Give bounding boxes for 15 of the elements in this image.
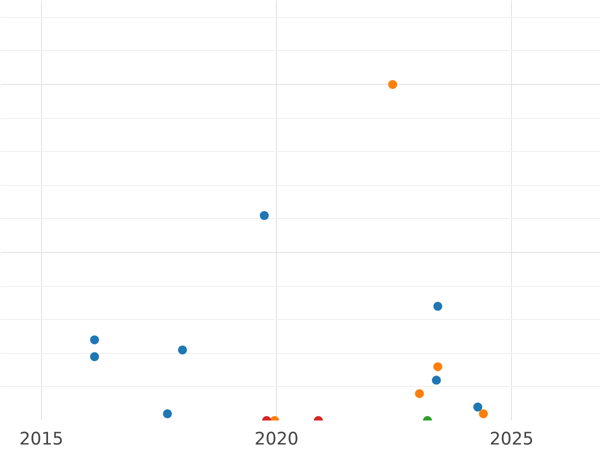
point <box>414 389 424 398</box>
point <box>178 345 187 354</box>
point <box>260 211 269 220</box>
x-tick-label: 2020 <box>254 430 299 450</box>
point <box>90 352 100 362</box>
point <box>432 376 441 385</box>
x-tick-label: 2025 <box>490 430 534 450</box>
point <box>473 402 482 412</box>
x-tick-label: 2015 <box>19 430 64 450</box>
point <box>433 362 442 372</box>
point <box>478 409 488 418</box>
point <box>433 302 442 311</box>
point <box>388 80 398 89</box>
point <box>162 409 172 418</box>
point <box>90 335 100 344</box>
